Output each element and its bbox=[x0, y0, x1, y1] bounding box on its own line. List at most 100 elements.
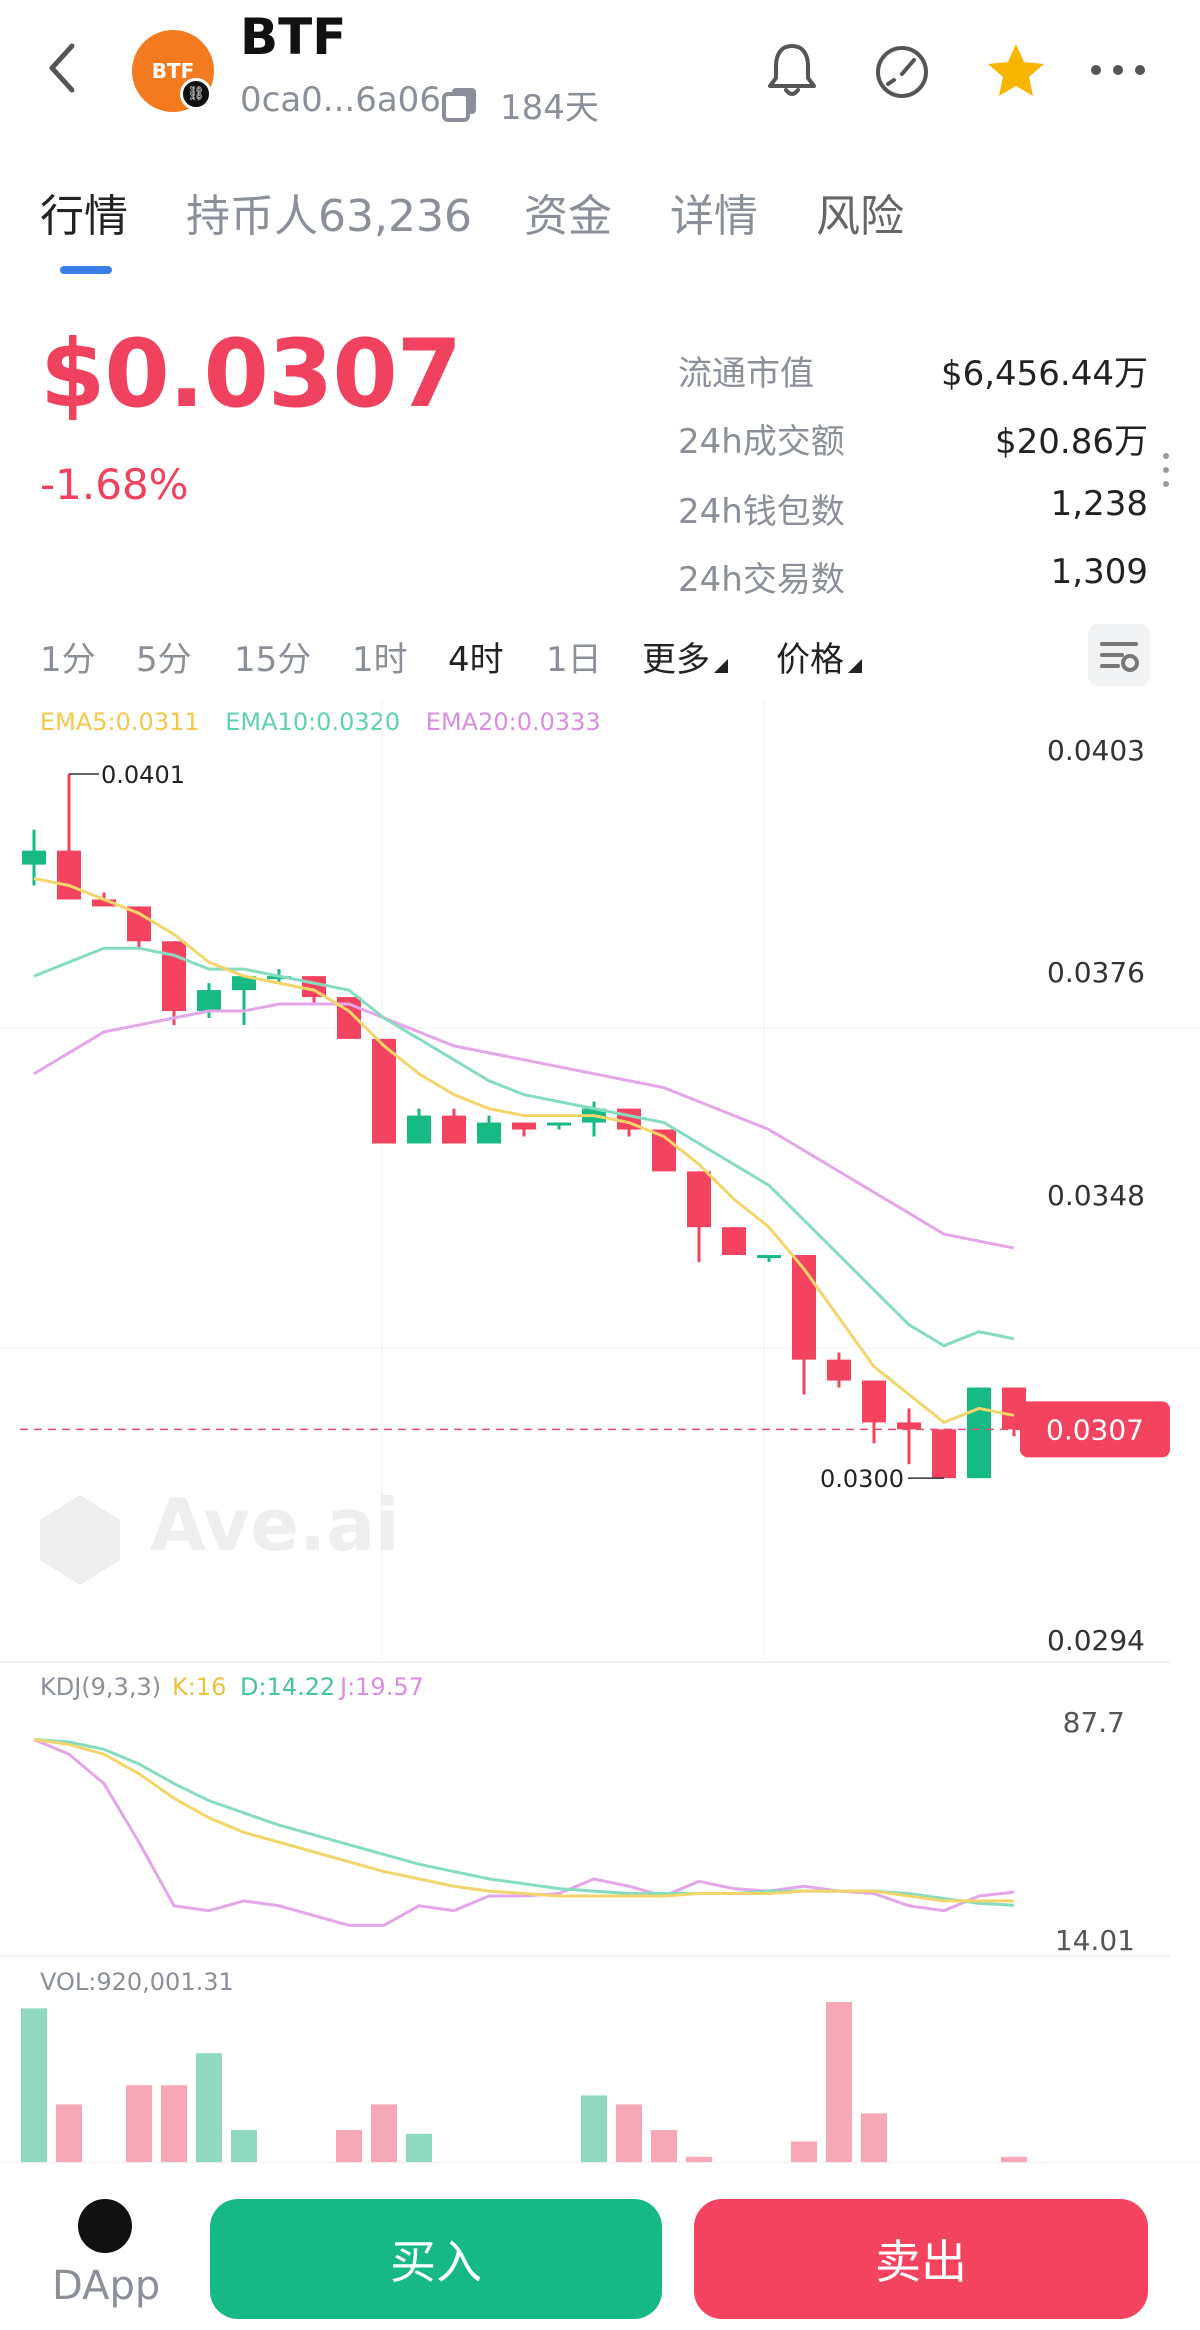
bell-icon[interactable] bbox=[760, 38, 824, 102]
candle-up bbox=[407, 1115, 431, 1144]
candle-down bbox=[862, 1380, 886, 1423]
active-tab-indicator bbox=[60, 266, 112, 274]
candle-up bbox=[22, 850, 46, 865]
candle-up bbox=[547, 1122, 571, 1126]
token-age: 184天 bbox=[500, 88, 599, 128]
current-price-tag bbox=[1020, 1401, 1170, 1458]
volume-bar-down bbox=[336, 2130, 362, 2162]
interval-1h[interactable]: 1时 bbox=[352, 640, 408, 680]
volume-bar-up bbox=[231, 2130, 257, 2162]
back-icon[interactable] bbox=[44, 38, 84, 98]
kdj-title: KDJ(9,3,3) bbox=[40, 1673, 161, 1701]
interval-15m[interactable]: 15分 bbox=[234, 640, 312, 680]
candle-up bbox=[197, 990, 221, 1012]
top-bar: BTF ⛓ BTF 0ca0...6a06 184天 bbox=[0, 0, 1200, 140]
kdj-d-line bbox=[33, 1738, 1015, 1907]
interval-5m[interactable]: 5分 bbox=[136, 640, 192, 680]
interval-1d[interactable]: 1日 bbox=[546, 640, 602, 680]
interval-4h[interactable]: 4时 bbox=[448, 640, 504, 680]
token-logo: BTF bbox=[132, 30, 214, 112]
more-icon[interactable] bbox=[1086, 38, 1150, 102]
ema5-label: EMA5:0.0311 bbox=[40, 708, 200, 736]
interval-1m[interactable]: 1分 bbox=[40, 640, 96, 680]
ema10-label: EMA10:0.0320 bbox=[225, 708, 401, 736]
kdj-j-line bbox=[33, 1738, 1015, 1927]
dapp-logo-icon[interactable] bbox=[78, 2199, 132, 2253]
volume-bar-down bbox=[616, 2104, 642, 2162]
more-dropdown-label: 更多 bbox=[642, 640, 710, 680]
candlestick-chart[interactable]: Ave.ai0.04030.03760.03480.03210.02940.04… bbox=[0, 700, 1200, 2162]
volume-bar-down bbox=[791, 2141, 817, 2162]
kdj-d-label: D:14.22 bbox=[240, 1673, 335, 1701]
candle-down bbox=[442, 1115, 466, 1144]
candle-down bbox=[512, 1122, 536, 1130]
kdj-k-label: K:16 bbox=[172, 1673, 226, 1701]
ema20-line bbox=[33, 1002, 1015, 1250]
price-axis-label: 0.0294 bbox=[1047, 1624, 1145, 1657]
kdj-j-label: J:19.57 bbox=[338, 1673, 424, 1701]
price-dropdown-label: 价格 bbox=[776, 640, 844, 680]
volume-bar-down bbox=[126, 2085, 152, 2162]
tab-details[interactable]: 详情 bbox=[670, 191, 758, 242]
dropdown-triangle-icon bbox=[714, 659, 728, 673]
speedometer-icon[interactable] bbox=[870, 38, 934, 102]
volume-bar-down bbox=[56, 2104, 82, 2162]
candle-down bbox=[92, 899, 116, 907]
candle-down bbox=[792, 1255, 816, 1360]
volume-bar-down bbox=[161, 2085, 187, 2162]
watermark-logo-icon bbox=[40, 1495, 120, 1585]
tab-bar: 行情 持币人63,236 资金 详情 风险 bbox=[0, 170, 1200, 280]
candle-down bbox=[687, 1171, 711, 1228]
chart-settings-icon bbox=[1100, 642, 1139, 672]
stat-value-trades: 1,309 bbox=[1050, 552, 1148, 592]
volume-bar-up bbox=[581, 2095, 607, 2162]
candle-up bbox=[477, 1122, 501, 1144]
kdj-k-line bbox=[33, 1738, 1014, 1903]
tab-funds[interactable]: 资金 bbox=[524, 191, 612, 242]
low-marker-label: 0.0300 bbox=[820, 1465, 904, 1493]
candle-down bbox=[162, 941, 186, 1012]
chart-settings-button[interactable] bbox=[1088, 624, 1150, 686]
token-address: 0ca0...6a06 bbox=[240, 80, 441, 120]
star-icon[interactable] bbox=[984, 38, 1048, 102]
candle-down bbox=[57, 850, 81, 900]
tab-market[interactable]: 行情 bbox=[40, 191, 128, 242]
dapp-label[interactable]: DApp bbox=[52, 2263, 161, 2309]
volume-bar-down bbox=[686, 2156, 712, 2162]
copy-icon[interactable] bbox=[440, 84, 480, 124]
candle-down bbox=[722, 1227, 746, 1256]
vertical-more-icon[interactable] bbox=[1160, 450, 1172, 490]
volume-bar-up bbox=[196, 2053, 222, 2162]
kdj-axis-label: 14.01 bbox=[1055, 1924, 1135, 1957]
volume-bar-down bbox=[371, 2104, 397, 2162]
more-dropdown[interactable]: 更多 bbox=[642, 632, 728, 681]
stat-value-wallets: 1,238 bbox=[1050, 484, 1148, 524]
volume-bar-up bbox=[406, 2133, 432, 2162]
candle-up bbox=[232, 976, 256, 991]
tab-risk[interactable]: 风险 bbox=[816, 191, 904, 242]
price-axis-label: 0.0348 bbox=[1047, 1179, 1145, 1212]
ema-legend: EMA5:0.0311 EMA10:0.0320 EMA20:0.0333 bbox=[40, 708, 619, 736]
buy-button[interactable]: 买入 bbox=[210, 2199, 662, 2319]
candle-down bbox=[372, 1038, 396, 1144]
kdj-axis-label: 87.7 bbox=[1063, 1706, 1125, 1739]
ema5-line bbox=[33, 877, 1015, 1425]
stat-label-market-cap: 流通市值 bbox=[678, 354, 814, 394]
price-dropdown[interactable]: 价格 bbox=[776, 632, 862, 681]
high-marker-label: 0.0401 bbox=[101, 761, 185, 789]
token-name: BTF bbox=[240, 8, 347, 66]
watermark-text: Ave.ai bbox=[150, 1483, 400, 1567]
volume-bar-down bbox=[651, 2130, 677, 2162]
current-price: $0.0307 bbox=[40, 320, 462, 429]
stat-label-trades: 24h交易数 bbox=[678, 560, 845, 600]
dropdown-triangle-icon bbox=[848, 659, 862, 673]
candle-up bbox=[967, 1387, 991, 1479]
interval-selector: 1分 5分 15分 1时 4时 1日 更多 价格 bbox=[0, 620, 1200, 690]
tab-holders[interactable]: 持币人63,236 bbox=[186, 191, 472, 242]
price-axis-label: 0.0403 bbox=[1047, 734, 1145, 767]
volume-bar-down bbox=[1001, 2156, 1027, 2162]
volume-bar-down bbox=[861, 2113, 887, 2162]
stat-value-volume: $20.86万 bbox=[995, 422, 1148, 462]
sell-button[interactable]: 卖出 bbox=[694, 2199, 1148, 2319]
current-price-tag-label: 0.0307 bbox=[1046, 1413, 1144, 1446]
